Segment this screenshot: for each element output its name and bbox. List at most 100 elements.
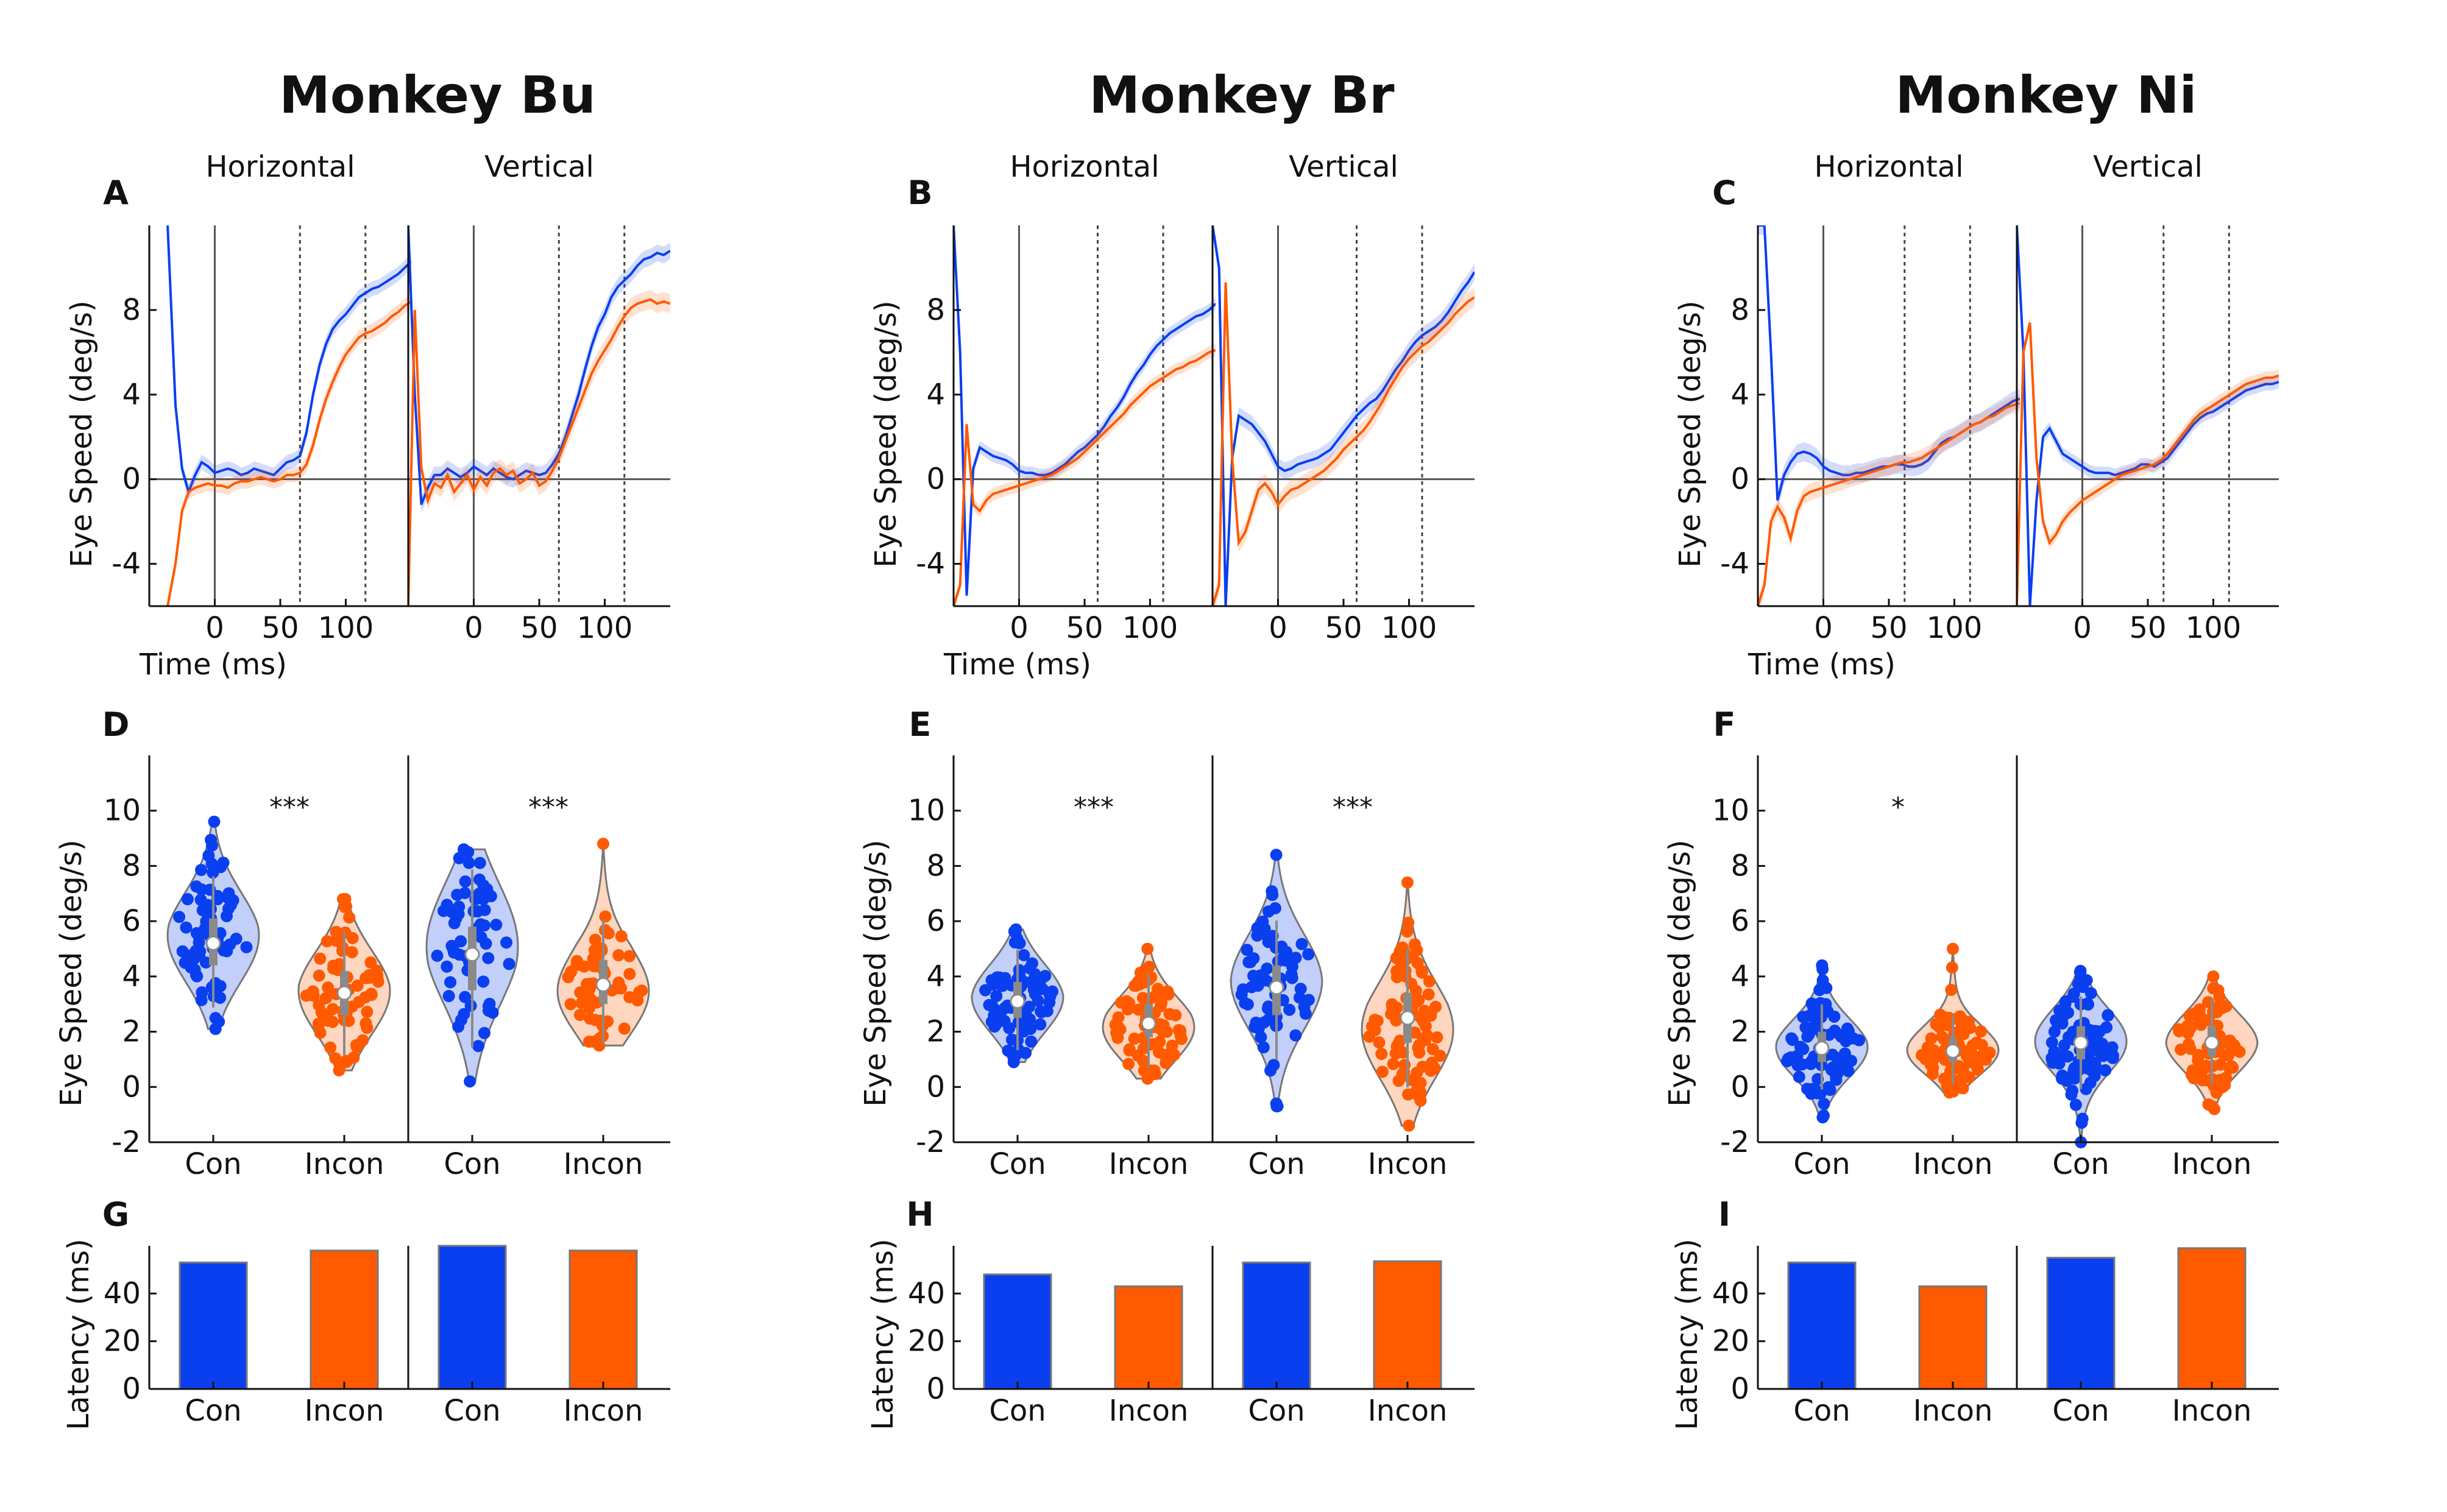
con-data-point: [2061, 1074, 2073, 1087]
incon-data-point: [589, 960, 601, 973]
incon-data-point: [1166, 1039, 1178, 1052]
con-data-point: [472, 1040, 485, 1053]
y-tick-label: -4: [916, 547, 945, 581]
incon-data-point: [584, 992, 597, 1005]
incon-data-point: [313, 1019, 325, 1031]
con-data-point: [1278, 950, 1291, 963]
con-data-point: [180, 921, 193, 934]
con-data-point: [990, 1013, 1003, 1026]
x-category-label: Incon: [305, 1394, 384, 1428]
con-data-point: [2058, 1049, 2070, 1062]
con-data-point: [1840, 1034, 1852, 1047]
x-category-label: Con: [444, 1394, 500, 1428]
con-data-point: [173, 911, 186, 924]
con-data-point: [458, 1008, 470, 1020]
con-data-point: [478, 919, 490, 932]
con-data-point: [1267, 1059, 1280, 1072]
incon-median-marker: [595, 977, 611, 992]
con-data-point: [217, 857, 230, 869]
con-data-point: [2058, 1039, 2071, 1051]
incon-data-point: [359, 991, 372, 1004]
con-data-point: [1803, 1022, 1816, 1035]
con-data-point: [1241, 944, 1253, 956]
con-data-point: [459, 875, 472, 888]
incon-data-point: [1169, 1009, 1182, 1022]
con-data-point: [990, 990, 1003, 1003]
con-data-point: [1302, 948, 1315, 961]
incon-data-point: [1373, 1036, 1386, 1049]
con-data-point: [196, 986, 208, 999]
con-median-marker: [1269, 980, 1284, 995]
con-data-point: [181, 893, 194, 906]
con-data-point: [1844, 1055, 1857, 1067]
con-data-point: [191, 970, 204, 983]
incon-data-point: [594, 1014, 607, 1027]
con-data-point: [442, 990, 455, 1003]
con-sem-band: [954, 225, 1216, 602]
con-data-point: [188, 952, 200, 965]
y-tick-label: -2: [916, 1125, 945, 1159]
x-category-label: Incon: [1109, 1394, 1189, 1428]
x-category-label: Con: [1793, 1394, 1850, 1428]
incon-data-point: [636, 984, 648, 997]
con-data-point: [1254, 969, 1267, 982]
incon-data-point: [1926, 1067, 1939, 1080]
incon-data-point: [1160, 1025, 1173, 1038]
y-tick-label: 0: [926, 462, 945, 496]
con-speed-line: [166, 225, 411, 496]
incon-data-point: [2185, 1069, 2198, 1081]
incon-latency-bar: [568, 1249, 638, 1390]
con-data-point: [450, 912, 462, 925]
con-data-point: [1256, 927, 1269, 940]
con-median-marker: [464, 947, 480, 963]
con-data-point: [483, 1005, 495, 1017]
con-data-point: [194, 894, 207, 906]
incon-data-point: [1390, 952, 1403, 964]
y-axis-label: Eye Speed (deg/s): [54, 839, 88, 1106]
con-data-point: [2045, 1036, 2058, 1049]
incon-data-point: [327, 1003, 339, 1016]
con-latency-bar: [1242, 1261, 1311, 1390]
con-data-point: [1796, 1058, 1808, 1071]
incon-sem-band: [1213, 273, 1475, 606]
con-data-point: [2069, 1098, 2082, 1111]
con-data-point: [1853, 1034, 1866, 1047]
con-data-point: [1257, 1041, 1270, 1054]
y-tick-label: 4: [1730, 378, 1749, 412]
incon-sem-band: [1758, 394, 2020, 606]
incon-data-point: [1112, 1011, 1125, 1024]
x-category-label: Incon: [2172, 1394, 2252, 1428]
con-speed-line: [2017, 225, 2279, 606]
panel-letter: C: [1712, 174, 1737, 212]
y-tick-label: 10: [908, 794, 945, 828]
con-data-point: [2086, 1065, 2099, 1078]
con-data-point: [2067, 987, 2080, 1000]
con-data-point: [1818, 1097, 1830, 1110]
con-latency-bar: [983, 1273, 1052, 1390]
con-speed-line: [1213, 225, 1475, 606]
y-tick-label: 0: [122, 462, 141, 496]
y-tick-label: 20: [1712, 1324, 1749, 1358]
incon-speed-line: [954, 348, 1216, 606]
y-tick-label: 8: [122, 849, 141, 883]
y-tick-label: 4: [926, 378, 945, 412]
con-data-point: [482, 952, 495, 964]
incon-data-point: [319, 992, 332, 1005]
con-data-point: [1302, 994, 1315, 1006]
x-axis-label: Time (ms): [943, 648, 1091, 682]
incon-data-point: [1396, 941, 1409, 954]
incon-data-point: [599, 910, 612, 923]
con-data-point: [2066, 1084, 2079, 1097]
direction-title: Horizontal: [1010, 150, 1159, 184]
con-data-point: [464, 999, 477, 1012]
incon-data-point: [587, 1036, 600, 1048]
con-data-point: [205, 833, 218, 846]
incon-data-point: [1390, 1014, 1403, 1027]
con-data-point: [205, 857, 218, 870]
x-tick-label: 50: [1066, 611, 1103, 645]
incon-data-point: [612, 982, 625, 995]
x-tick-label: 50: [2129, 611, 2166, 645]
incon-data-point: [1408, 938, 1421, 951]
con-data-point: [2106, 1049, 2119, 1062]
incon-data-point: [1397, 1046, 1409, 1059]
